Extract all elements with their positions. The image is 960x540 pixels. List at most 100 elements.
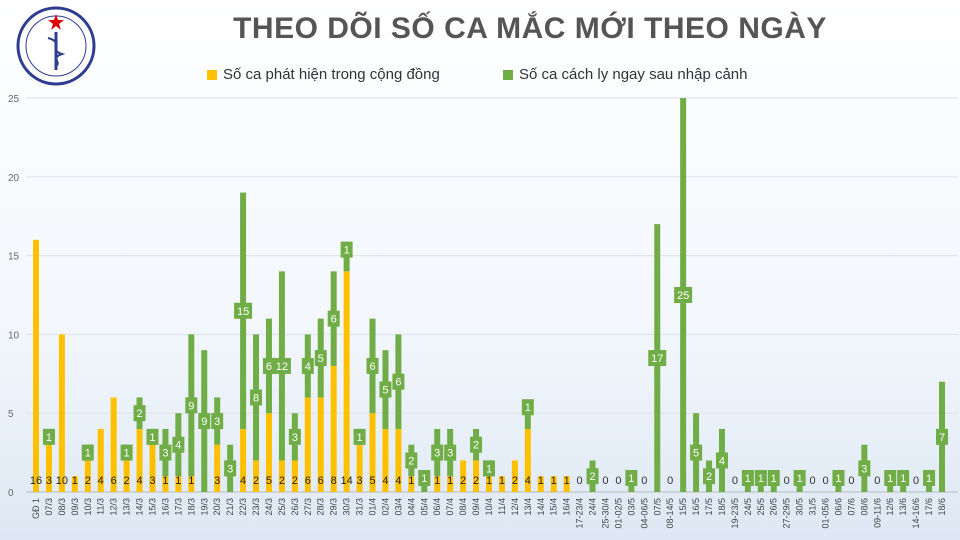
legend-swatch-green: [503, 69, 513, 80]
data-label-quarantine: 6: [369, 361, 375, 373]
data-label-community: 1: [538, 475, 544, 487]
data-label-quarantine: 2: [706, 471, 712, 483]
x-tick-label: 26/5: [769, 498, 779, 516]
data-label-community: 1: [408, 475, 414, 487]
x-tick-label: 17/6: [924, 498, 934, 516]
data-label-community: 4: [136, 475, 142, 487]
data-label-community: 2: [124, 475, 130, 487]
x-tick-label: 17/5: [704, 498, 714, 516]
data-label-box-quarantine: [340, 241, 353, 258]
data-label-community: 6: [318, 475, 324, 487]
data-label-community: 1: [486, 475, 492, 487]
data-label-quarantine: 1: [357, 432, 363, 444]
x-tick-label: 25-30/4: [600, 498, 610, 529]
x-tick-label: 12/4: [510, 498, 520, 516]
data-label-box-quarantine: [754, 470, 767, 486]
x-tick-label: 04-06/5: [639, 498, 649, 529]
x-tick-label: 09-11/6: [872, 498, 882, 528]
x-tick-label: 29/3: [329, 498, 339, 516]
x-tick-label: 24/5: [743, 498, 753, 516]
data-label-zero: 0: [602, 475, 608, 487]
data-label-quarantine: 4: [719, 455, 725, 467]
data-label-quarantine: 3: [434, 448, 440, 460]
legend-item-community: Số ca phát hiện trong cộng đồng: [207, 66, 440, 83]
data-label-box-quarantine: [211, 413, 224, 430]
data-label-community: 2: [85, 475, 91, 487]
data-label-zero: 0: [874, 475, 880, 487]
bar-community: [149, 444, 156, 492]
data-label-box-quarantine: [81, 444, 94, 461]
data-label-box-quarantine: [120, 444, 133, 461]
data-label-box-quarantine: [353, 428, 366, 445]
bar-community: [369, 413, 376, 492]
bar-community: [382, 428, 389, 492]
data-label-box-quarantine: [884, 470, 897, 486]
x-tick-label: 19-23/5: [730, 498, 740, 529]
bar-community: [317, 397, 324, 492]
data-label-zero: 0: [848, 475, 854, 487]
y-tick-label: 0: [8, 488, 14, 499]
bar-community: [175, 476, 182, 492]
data-label-box-quarantine: [690, 444, 703, 461]
x-tick-label: 09/3: [70, 498, 80, 516]
data-label-community: 5: [369, 475, 375, 487]
x-tick-label: 04/4: [406, 498, 416, 516]
bar-community: [265, 413, 272, 492]
data-label-quarantine: 15: [237, 306, 249, 318]
data-label-box-quarantine: [224, 460, 237, 477]
data-label-quarantine: 2: [589, 471, 595, 483]
x-tick-label: 17-23/4: [575, 498, 585, 529]
x-tick-label: 27-29/5: [782, 498, 792, 529]
data-label-quarantine: 1: [628, 473, 634, 485]
data-label-quarantine: 3: [214, 416, 220, 428]
bar-community: [473, 460, 480, 492]
data-label-community: 1: [162, 475, 168, 487]
data-label-community: 4: [240, 475, 246, 487]
x-tick-label: 25/5: [756, 498, 766, 516]
x-tick-label: 01-05/6: [821, 498, 831, 529]
data-label-community: 14: [341, 475, 353, 487]
x-tick-label: 06/6: [833, 498, 843, 516]
data-label-box-quarantine: [444, 444, 457, 461]
data-label-zero: 0: [784, 475, 790, 487]
bar-community: [188, 476, 195, 492]
data-label-quarantine: 1: [926, 473, 932, 485]
data-label-quarantine: 2: [473, 440, 479, 452]
data-label-community: 3: [357, 475, 363, 487]
data-label-zero: 0: [810, 475, 816, 487]
x-tick-label: 30/3: [342, 498, 352, 516]
x-tick-label: 08/6: [859, 498, 869, 516]
bar-community: [240, 428, 247, 492]
x-tick-label: 11/3: [96, 498, 106, 515]
bar-community: [123, 460, 130, 492]
bar-community: [563, 476, 570, 492]
data-label-quarantine: 5: [318, 353, 324, 365]
x-tick-label: 14-16/6: [911, 498, 921, 529]
data-label-quarantine: 17: [651, 353, 663, 365]
data-label-box-quarantine: [405, 452, 418, 469]
bar-community: [511, 460, 518, 492]
data-label-community: 1: [175, 475, 181, 487]
x-tick-label: 08/3: [57, 498, 67, 516]
x-tick-label: 13/3: [122, 498, 132, 516]
data-label-box-quarantine: [625, 470, 638, 486]
data-label-box-quarantine: [470, 436, 483, 453]
bar-community: [434, 476, 441, 492]
x-tick-label: 18/6: [937, 498, 947, 516]
data-label-zero: 0: [913, 475, 919, 487]
data-label-box-quarantine: [42, 428, 55, 445]
data-label-quarantine: 1: [486, 463, 492, 475]
data-label-community: 1: [551, 475, 557, 487]
data-label-quarantine: 25: [677, 290, 689, 302]
bar-community: [304, 397, 311, 492]
x-tick-label: 28/3: [316, 498, 326, 516]
bar-community: [486, 476, 492, 492]
y-tick-label: 15: [8, 252, 20, 263]
data-label-box-quarantine: [262, 357, 275, 374]
data-label-community: 2: [460, 475, 466, 487]
data-label-quarantine: 3: [447, 448, 453, 460]
data-label-box-quarantine: [198, 413, 211, 430]
data-label-community: 2: [279, 475, 285, 487]
bar-community: [447, 476, 454, 492]
bar-quarantine: [524, 413, 531, 429]
